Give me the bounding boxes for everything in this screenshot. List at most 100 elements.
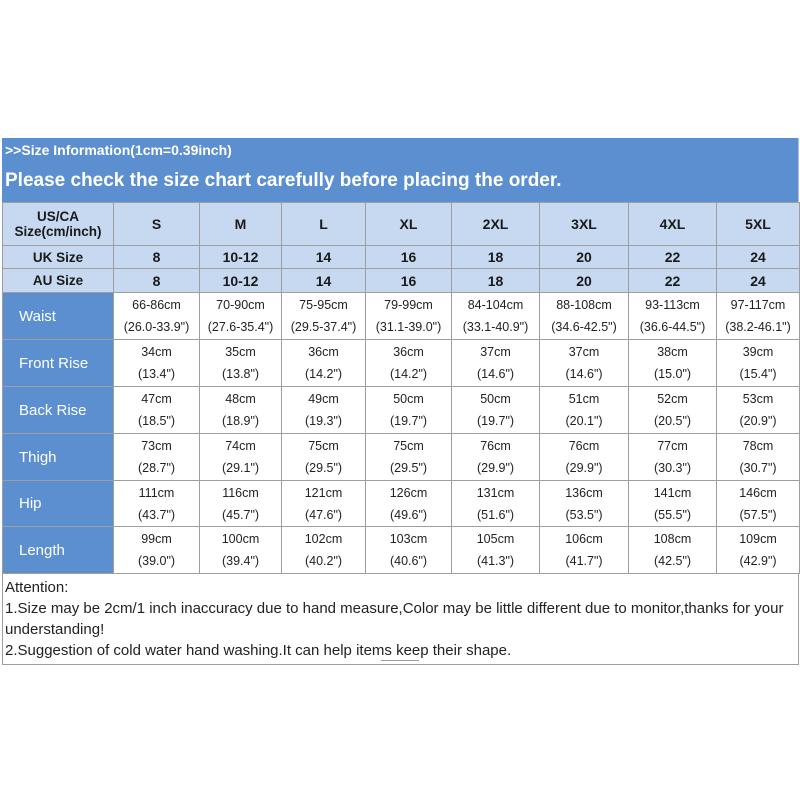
measurement-cell: 88-108cm (34.6-42.5") [539,292,629,340]
inch-value: (14.2") [389,367,428,381]
cm-value: 108cm [653,532,692,546]
inch-value: (28.7") [137,461,176,475]
size-table: US/CA Size(cm/inch) S M L XL 2XL 3XL 4XL 5XL UK S… [2,202,800,574]
size-value-cell: 8 [113,268,200,293]
size-value-cell: 24 [716,245,800,269]
measurement-cell: 99cm (39.0") [113,526,200,574]
inch-value: (13.4") [137,367,176,381]
cm-value: 47cm [141,392,172,406]
measurement-cell: 36cm (14.2") [365,339,452,387]
cm-value: 34cm [141,345,172,359]
cm-value: 97-117cm [730,298,786,312]
measurement-cell: 109cm (42.9") [716,526,800,574]
cm-value: 75-95cm [299,298,348,312]
measurement-cell: 36cm (14.2") [281,339,366,387]
cm-value: 106cm [565,532,603,546]
size-value-cell: 22 [628,268,717,293]
size-value-cell: 14 [281,245,366,269]
order-notice: Please check the size chart carefully be… [2,163,799,202]
size-value-cell: 8 [113,245,200,269]
inch-value: (20.5") [653,414,692,428]
cm-value: 37cm [568,345,600,359]
measurement-cell: 108cm (42.5") [628,526,717,574]
cm-value: 50cm [393,392,424,406]
measurement-cell: 76cm (29.9") [451,433,540,481]
measurement-cell: 105cm (41.3") [451,526,540,574]
inch-value: (40.2") [304,554,343,568]
measurement-label: Thigh [2,433,114,481]
size-value-cell: 2XL [451,202,540,246]
measurement-row: Thigh 73cm (28.7") 74cm (29.1") 75cm (29.5") 75… [2,433,800,481]
inch-value: (20.1") [565,414,603,428]
measurement-cell: 84-104cm (33.1-40.9") [451,292,540,340]
cm-value: 74cm [225,439,256,453]
inch-value: (30.7") [739,461,777,475]
size-value-cell: 4XL [628,202,717,246]
note-washing: 2.Suggestion of cold water hand washing.… [5,642,512,659]
measurement-cell: 75-95cm (29.5-37.4") [281,292,366,340]
cm-value: 79-99cm [384,298,433,312]
size-value-cell: 18 [451,245,540,269]
size-value-cell: 10-12 [199,245,282,269]
inch-value: (14.2") [304,367,343,381]
size-value-cell: 14 [281,268,366,293]
cm-value: 126cm [389,485,428,500]
size-chart: >>Size Information(1cm=0.39inch) Please … [2,138,800,665]
measurement-cell: 100cm (39.4") [199,526,282,574]
cm-value: 49cm [308,392,339,406]
inch-value: (29.5") [304,461,343,475]
inch-value: (20.9") [739,414,777,428]
measurement-cell: 121cm (47.6") [281,480,366,527]
cm-value: 103cm [389,532,428,546]
cm-value: 70-90cm [216,298,265,312]
size-value-cell: 20 [539,245,629,269]
measurement-row: Hip 111cm (43.7") 116cm (45.7") 121cm (47.6") 1… [2,480,800,527]
measurement-cell: 111cm (43.7") [113,480,200,527]
inch-value: (55.5") [653,507,692,522]
size-value-cell: XL [365,202,452,246]
cm-value: 136cm [565,485,603,500]
inch-value: (15.0") [653,367,692,381]
size-system-label: UK Size [2,245,114,269]
cm-value: 78cm [742,439,774,453]
inch-value: (42.5") [653,554,692,568]
cm-value: 146cm [739,485,777,500]
measurement-cell: 74cm (29.1") [199,433,282,481]
size-value-cell: S [113,202,200,246]
cm-value: 93-113cm [645,298,700,312]
size-value-cell: 16 [365,268,452,293]
inch-value: (30.3") [653,461,692,475]
attention-heading: Attention: [5,579,69,596]
cm-value: 141cm [653,485,692,500]
measurement-cell: 75cm (29.5") [281,433,366,481]
cm-value: 76cm [568,439,600,453]
inch-value: (19.3") [304,414,343,428]
measurement-cell: 53cm (20.9") [716,386,800,434]
inch-value: (13.8") [221,367,260,381]
size-system-label: US/CA Size(cm/inch) [2,202,114,246]
inch-value: (18.5") [137,414,176,428]
measurement-row: Length 99cm (39.0") 100cm (39.4") 102cm (40.2"… [2,526,800,574]
inch-value: (49.6") [389,507,428,522]
measurement-cell: 131cm (51.6") [451,480,540,527]
size-value-cell: 10-12 [199,268,282,293]
cm-value: 52cm [657,392,688,406]
measurement-cell: 49cm (19.3") [281,386,366,434]
measurement-cell: 37cm (14.6") [451,339,540,387]
inch-value: (19.7") [476,414,515,428]
measurement-cell: 141cm (55.5") [628,480,717,527]
cm-value: 51cm [568,392,600,406]
cm-value: 37cm [480,345,511,359]
measurement-row: Waist 66-86cm (26.0-33.9") 70-90cm (27.6-35.… [2,292,800,340]
inch-value: (33.1-40.9") [462,320,529,334]
inch-value: (15.4") [739,367,777,381]
size-value-cell: 20 [539,268,629,293]
divider [381,660,419,661]
measurement-cell: 34cm (13.4") [113,339,200,387]
measurement-cell: 37cm (14.6") [539,339,629,387]
size-value-cell: 16 [365,245,452,269]
cm-value: 109cm [739,532,777,546]
inch-value: (41.3") [476,554,515,568]
measurement-cell: 48cm (18.9") [199,386,282,434]
cm-value: 38cm [657,345,688,359]
